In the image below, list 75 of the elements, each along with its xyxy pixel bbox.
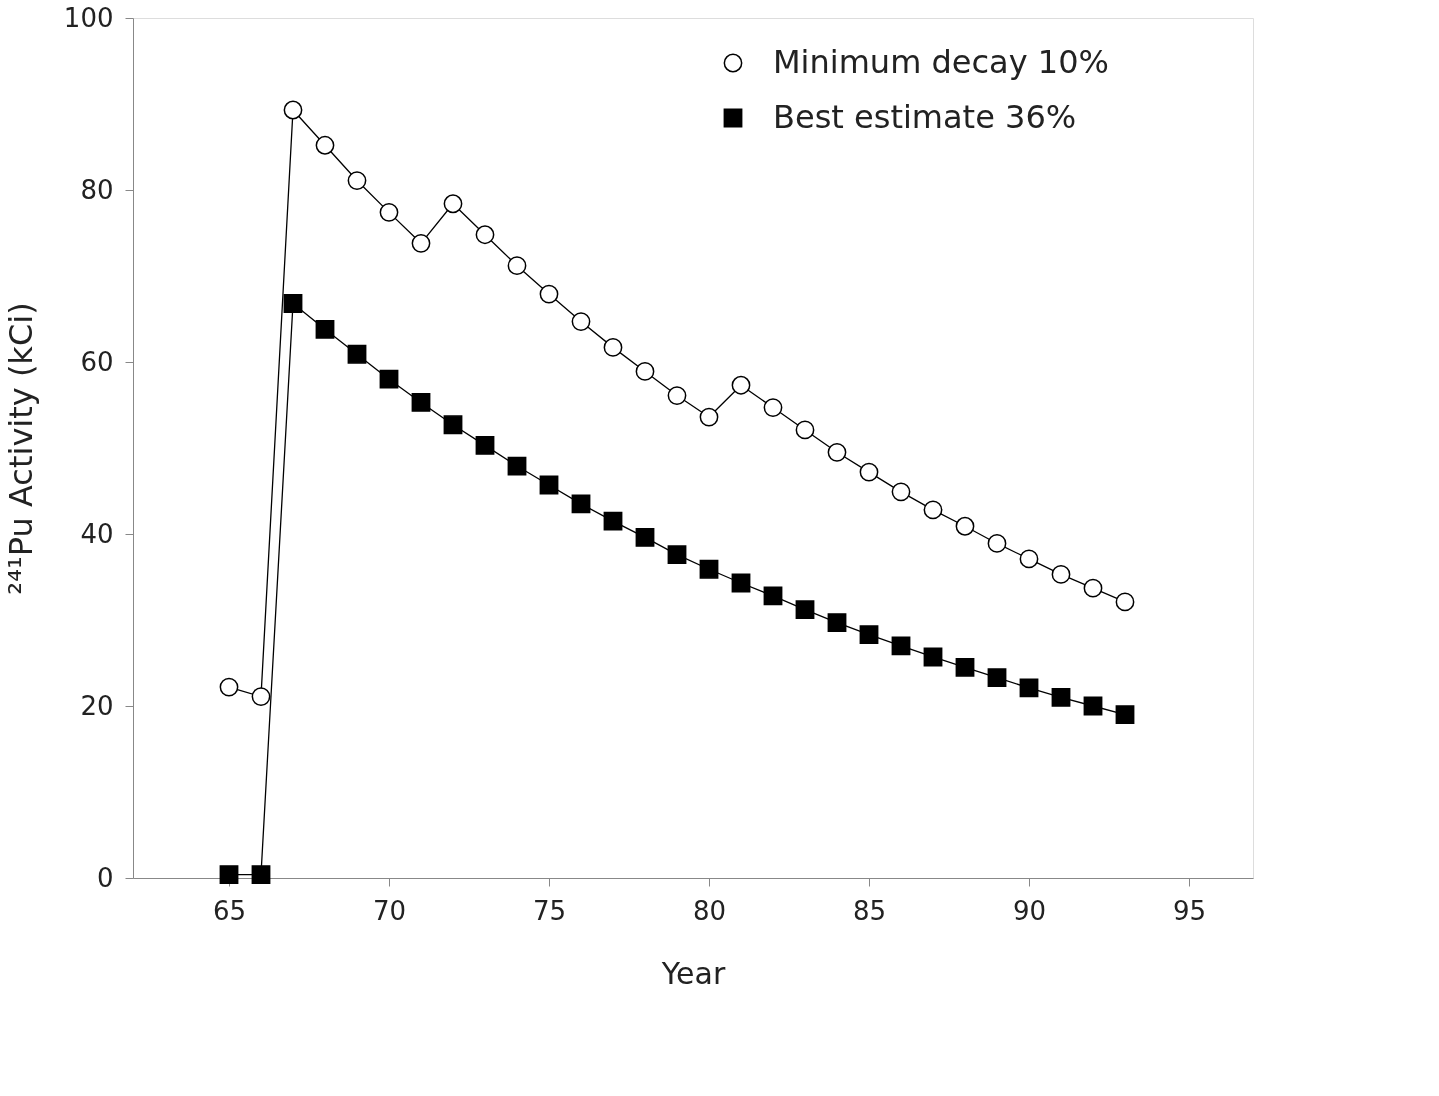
y-tick-label: 80 [80,174,114,205]
y-tick-label: 40 [80,518,114,549]
point [347,344,367,364]
point [507,256,527,276]
x-tick-label: 95 [1172,895,1207,926]
point [539,475,559,495]
point [475,436,495,455]
point [347,171,367,190]
point [411,233,431,253]
point [763,398,783,417]
point [827,442,847,462]
point [443,194,463,214]
point [955,516,975,536]
point [1115,592,1135,612]
point [731,573,751,593]
x-tick-label: 75 [532,895,567,926]
point [763,586,783,606]
point [379,202,399,222]
point [379,369,399,389]
point [1051,565,1071,584]
point [859,462,879,482]
point [891,636,911,656]
point [443,415,463,435]
point [923,647,943,667]
point [987,668,1007,688]
point [795,600,815,620]
point [955,657,975,677]
x-tick-label: 80 [692,895,727,926]
point [795,420,815,440]
point [251,865,271,884]
point [827,613,847,632]
point [987,534,1007,553]
point [315,135,335,155]
point [1083,696,1103,716]
point [1019,549,1039,569]
point [571,312,591,331]
point [667,545,687,565]
point [283,294,303,313]
point [923,500,943,520]
legend-label: Minimum decay 10% [773,43,1109,81]
point [539,284,559,304]
point [603,337,623,357]
point [219,677,239,697]
point [1051,687,1071,707]
y-tick-label: 20 [80,690,114,721]
point [699,407,719,427]
x-tick-label: 65 [212,895,247,926]
point [219,865,239,884]
point [251,687,271,706]
point [1019,678,1039,698]
y-tick-label: 100 [63,2,114,33]
point [475,225,495,245]
x-axis-title: Year [660,955,726,991]
y-tick-label: 0 [96,862,114,893]
point [411,393,431,412]
point [603,511,623,531]
point [699,559,719,579]
point [283,100,303,120]
point [731,375,751,395]
point [315,319,335,339]
x-tick-label: 85 [852,895,887,926]
point [667,386,687,405]
point [507,456,527,476]
point [571,494,591,514]
point [1083,578,1103,598]
y-tick-label: 60 [80,346,114,377]
point [635,362,655,381]
point [635,528,655,547]
y-axis-title: ²⁴¹Pu Activity (kCi) [1,302,40,595]
point [859,625,879,645]
x-tick-label: 70 [372,895,407,926]
legend-label: Best estimate 36% [773,98,1077,136]
x-tick-label: 90 [1012,895,1047,926]
point [891,482,911,502]
point [1115,705,1135,725]
